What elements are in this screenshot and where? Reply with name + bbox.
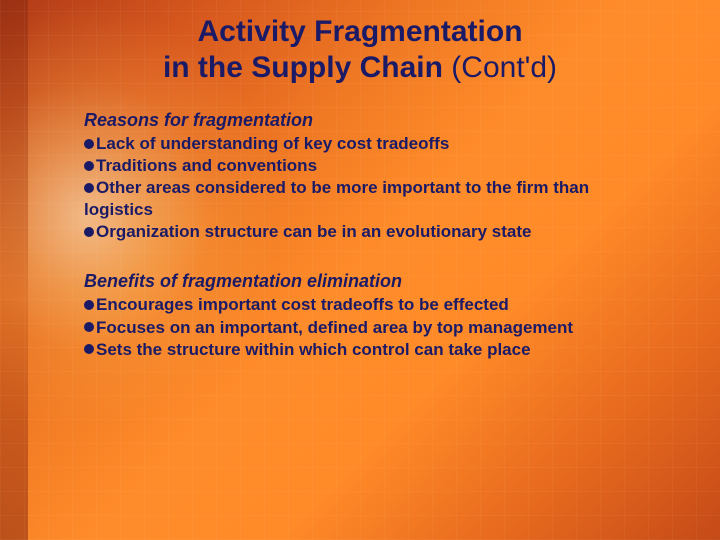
bullet-icon	[84, 322, 94, 332]
title-line-2-cont: (Cont'd)	[443, 51, 557, 84]
bullet-text: Lack of understanding of key cost tradeo…	[96, 134, 449, 153]
bullet-icon	[84, 161, 94, 171]
slide-title: Activity Fragmentation in the Supply Cha…	[0, 0, 720, 86]
title-line-2-bold: in the Supply Chain	[163, 51, 443, 84]
slide-content: Activity Fragmentation in the Supply Cha…	[0, 0, 720, 361]
bullet-text: Organization structure can be in an evol…	[96, 222, 531, 241]
list-item: Organization structure can be in an evol…	[84, 221, 660, 243]
bullet-text: Sets the structure within which control …	[96, 340, 531, 359]
title-line-2: in the Supply Chain (Cont'd)	[0, 50, 720, 86]
list-item: Lack of understanding of key cost tradeo…	[84, 133, 660, 155]
bullet-icon	[84, 183, 94, 193]
list-item: Focuses on an important, defined area by…	[84, 317, 660, 339]
section-heading-benefits: Benefits of fragmentation elimination	[84, 271, 660, 292]
section-heading-reasons: Reasons for fragmentation	[84, 110, 660, 131]
slide: Activity Fragmentation in the Supply Cha…	[0, 0, 720, 540]
bullet-icon	[84, 344, 94, 354]
list-item: Sets the structure within which control …	[84, 339, 660, 361]
bullet-icon	[84, 300, 94, 310]
bullet-text: Traditions and conventions	[96, 156, 317, 175]
bullet-icon	[84, 227, 94, 237]
slide-body: Reasons for fragmentation Lack of unders…	[0, 86, 720, 361]
list-item: Encourages important cost tradeoffs to b…	[84, 294, 660, 316]
bullet-text: Encourages important cost tradeoffs to b…	[96, 295, 509, 314]
list-item: Other areas considered to be more import…	[84, 177, 660, 221]
bullet-text: Other areas considered to be more import…	[84, 178, 589, 219]
list-item: Traditions and conventions	[84, 155, 660, 177]
title-line-1: Activity Fragmentation	[0, 14, 720, 50]
bullet-icon	[84, 139, 94, 149]
bullet-text: Focuses on an important, defined area by…	[96, 318, 573, 337]
